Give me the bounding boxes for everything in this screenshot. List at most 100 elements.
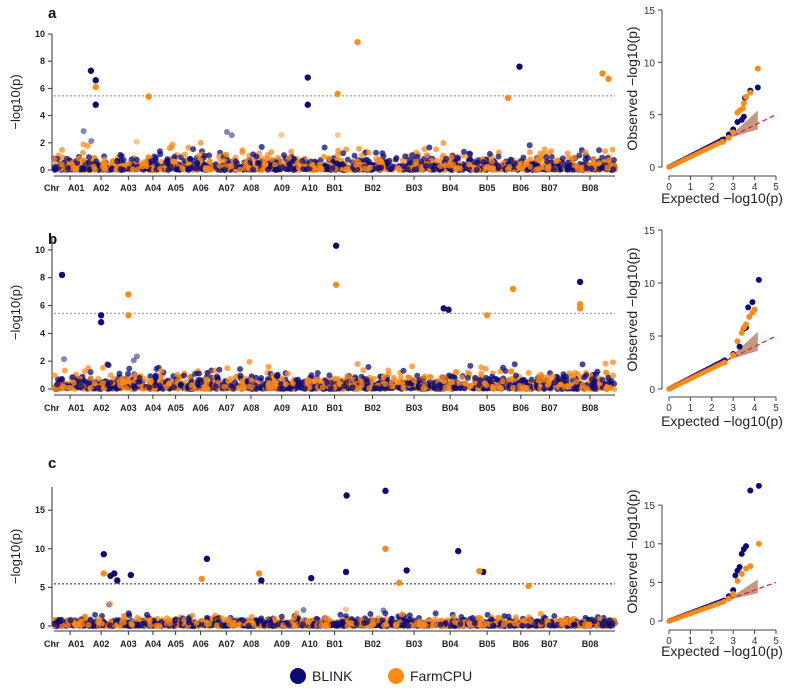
farmcpu-point bbox=[265, 363, 272, 370]
farmcpu-point bbox=[517, 165, 524, 172]
farmcpu-significant-point bbox=[125, 291, 132, 298]
farmcpu-point bbox=[322, 614, 329, 621]
blink-point bbox=[472, 375, 479, 382]
blink-point bbox=[592, 385, 599, 392]
farmcpu-point bbox=[450, 161, 457, 168]
blink-point bbox=[258, 374, 265, 381]
farmcpu-point bbox=[157, 368, 164, 375]
farmcpu-point bbox=[467, 382, 474, 389]
chr-label-B08: B08 bbox=[582, 183, 599, 193]
farmcpu-point bbox=[51, 156, 58, 163]
qq-farmcpu-point bbox=[738, 329, 745, 336]
blink-significant-point bbox=[332, 242, 340, 249]
farmcpu-significant-point bbox=[332, 281, 340, 288]
farmcpu-point bbox=[80, 620, 87, 627]
farmcpu-point bbox=[508, 368, 515, 375]
blink-point bbox=[599, 376, 606, 383]
farmcpu-point bbox=[284, 370, 291, 377]
farmcpu-point bbox=[99, 364, 106, 371]
background-points bbox=[51, 128, 618, 174]
blink-point bbox=[409, 152, 416, 159]
y-tick-label: 15 bbox=[35, 505, 45, 515]
blink-point bbox=[324, 379, 331, 386]
qq-x-tick-label: 5 bbox=[773, 182, 779, 193]
blink-point bbox=[253, 385, 260, 392]
farmcpu-point bbox=[70, 379, 77, 386]
farmcpu-point bbox=[87, 375, 94, 382]
blink-point bbox=[245, 622, 252, 629]
farmcpu-point bbox=[382, 381, 389, 388]
farmcpu-point bbox=[121, 379, 128, 386]
farmcpu-point bbox=[237, 166, 244, 173]
blink-point bbox=[417, 158, 424, 165]
chr-label-B01: B01 bbox=[326, 639, 343, 649]
blink-point bbox=[67, 617, 74, 624]
blink-significant-point bbox=[440, 305, 447, 312]
chr-label-A10: A10 bbox=[301, 639, 318, 649]
blink-point bbox=[198, 379, 205, 386]
farmcpu-point bbox=[223, 151, 230, 158]
blink-point bbox=[54, 381, 61, 388]
farmcpu-point bbox=[448, 154, 455, 161]
blink-significant-point bbox=[92, 77, 99, 84]
farmcpu-point bbox=[133, 138, 140, 145]
blink-point bbox=[457, 385, 464, 392]
farmcpu-point bbox=[285, 154, 292, 161]
farmcpu-point bbox=[147, 622, 154, 629]
blink-significant-point bbox=[87, 67, 95, 74]
qq-farmcpu-point bbox=[734, 338, 741, 345]
blink-point bbox=[467, 362, 474, 369]
chr-label-A10: A10 bbox=[301, 183, 318, 193]
blink-point bbox=[287, 385, 294, 392]
blink-point bbox=[436, 381, 443, 388]
farmcpu-point bbox=[320, 153, 327, 160]
chr-label-B07: B07 bbox=[541, 183, 558, 193]
chr-label-A01: A01 bbox=[68, 183, 85, 193]
farmcpu-point bbox=[516, 382, 523, 389]
farmcpu-point bbox=[489, 158, 496, 165]
chr-label-B03: B03 bbox=[406, 183, 423, 193]
qq-farmcpu-point bbox=[740, 100, 747, 107]
y-axis-label: −log10(p) bbox=[8, 74, 23, 129]
farmcpu-point bbox=[120, 619, 127, 626]
chr-label-A03: A03 bbox=[120, 403, 137, 413]
farmcpu-point bbox=[483, 382, 490, 389]
farmcpu-point bbox=[75, 155, 82, 162]
farmcpu-point bbox=[544, 381, 551, 388]
blink-point bbox=[583, 165, 590, 172]
blink-point bbox=[216, 366, 223, 373]
farmcpu-point bbox=[85, 621, 92, 628]
farmcpu-point bbox=[158, 158, 165, 165]
farmcpu-point bbox=[64, 622, 71, 629]
farmcpu-point bbox=[540, 377, 547, 384]
farmcpu-point bbox=[307, 378, 314, 385]
blink-point bbox=[76, 378, 83, 385]
farmcpu-point bbox=[457, 165, 464, 172]
blink-point bbox=[214, 373, 221, 380]
blink-point bbox=[551, 379, 558, 386]
blink-point bbox=[108, 166, 115, 173]
farmcpu-point bbox=[325, 622, 332, 629]
farmcpu-point bbox=[99, 380, 106, 387]
blink-point bbox=[596, 147, 603, 154]
farmcpu-point bbox=[413, 158, 420, 165]
blink-point bbox=[86, 379, 93, 386]
chr-label-A08: A08 bbox=[243, 183, 260, 193]
farmcpu-point bbox=[80, 157, 87, 164]
blink-point bbox=[266, 622, 273, 629]
farmcpu-point bbox=[309, 161, 316, 168]
farmcpu-point bbox=[344, 165, 351, 172]
chr-label-A02: A02 bbox=[93, 183, 110, 193]
blink-point bbox=[278, 613, 285, 620]
blink-point bbox=[588, 165, 595, 172]
chr-label-A03: A03 bbox=[120, 183, 137, 193]
farmcpu-point bbox=[157, 375, 164, 382]
farmcpu-point bbox=[319, 384, 326, 391]
chr-label-B07: B07 bbox=[541, 403, 558, 413]
blink-point bbox=[125, 370, 132, 377]
farmcpu-point bbox=[609, 359, 616, 366]
chr-label-A07: A07 bbox=[218, 639, 235, 649]
blink-point bbox=[69, 374, 76, 381]
blink-point bbox=[426, 144, 433, 151]
